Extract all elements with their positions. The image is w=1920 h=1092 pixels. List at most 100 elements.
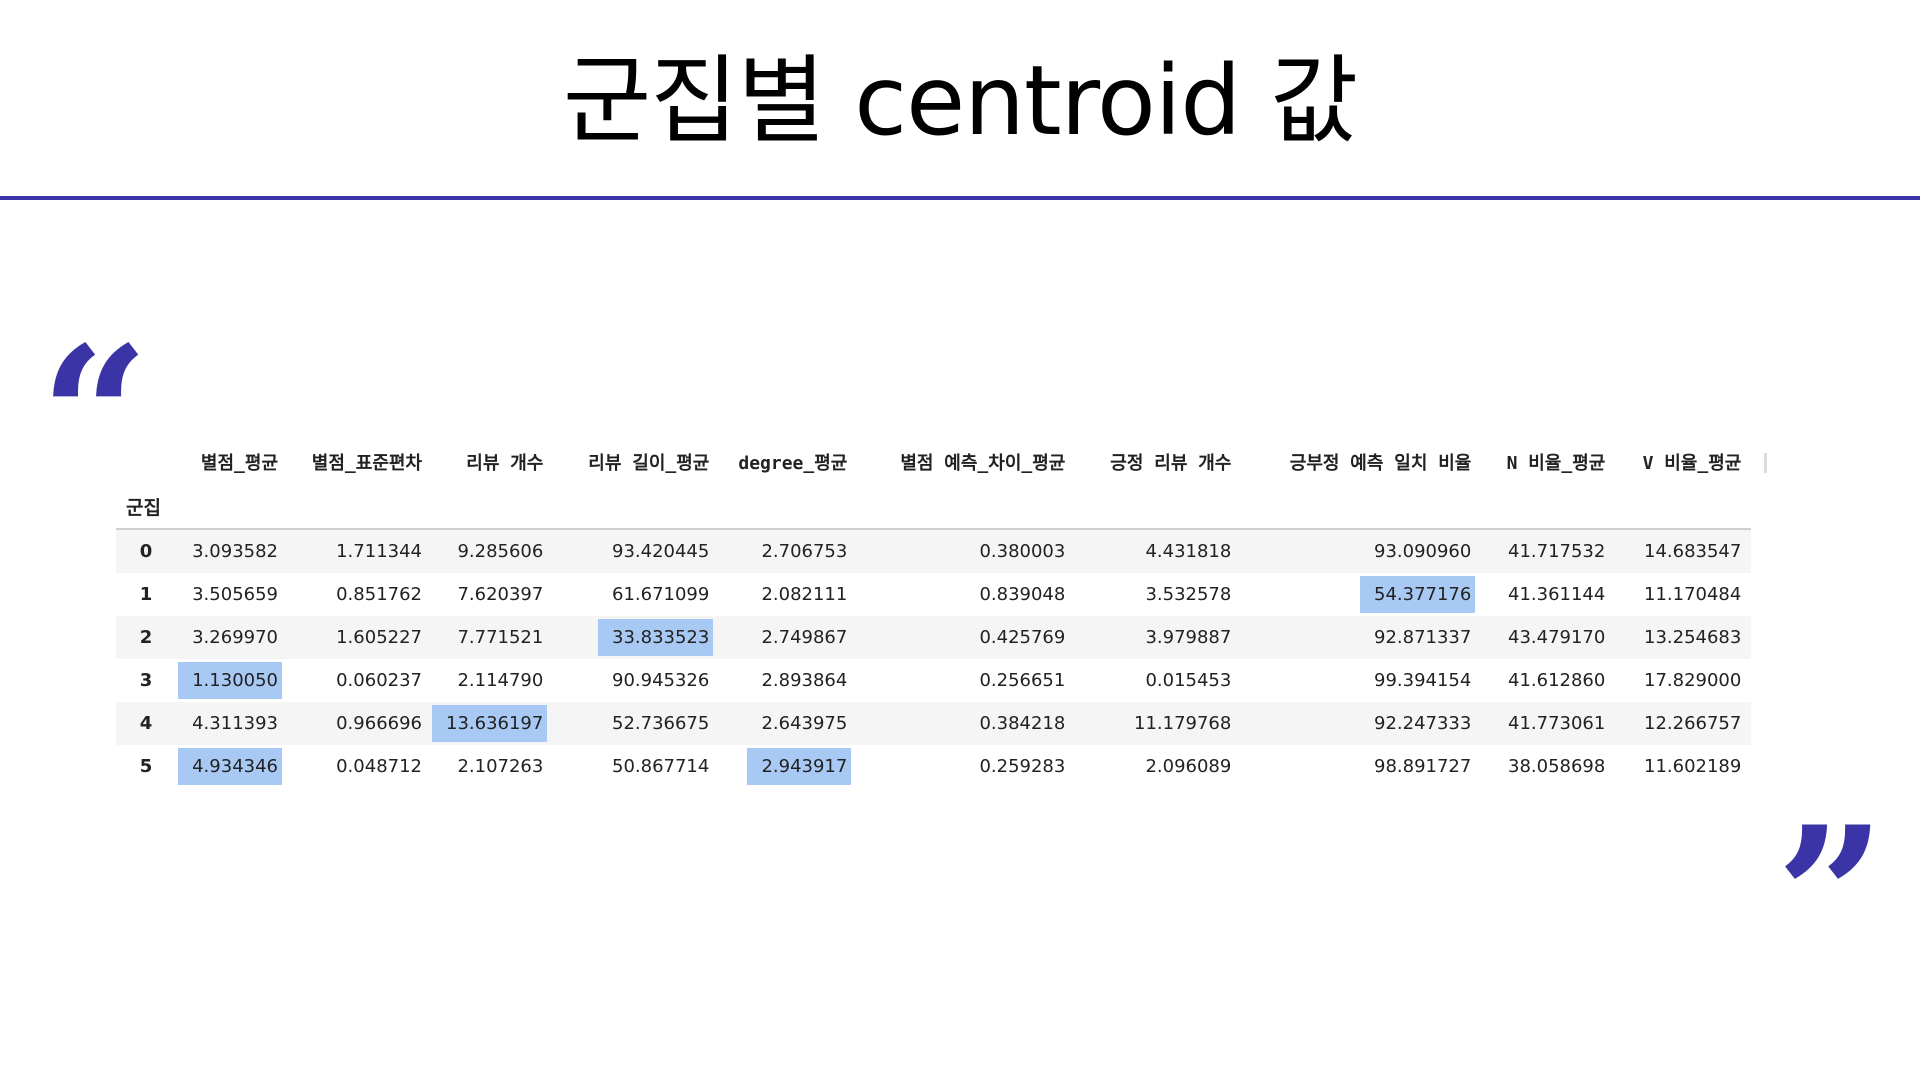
close-quote-icon: ” [1776, 785, 1886, 1008]
table-cell: 2.943917 [719, 745, 857, 788]
cell-value: 2.893864 [761, 670, 848, 691]
table-cell: 93.420445 [553, 529, 719, 573]
cell-value: 2.114790 [457, 670, 544, 691]
cell-value: 0.015453 [1145, 670, 1232, 691]
cell-value: 98.891727 [1374, 756, 1472, 777]
cell-value: 0.048712 [336, 756, 422, 777]
table-cell: 41.717532 [1481, 529, 1615, 573]
cell-value: 93.420445 [612, 541, 710, 562]
table-cell: 41.361144 [1481, 573, 1615, 616]
table-cell: 2.643975 [719, 702, 857, 745]
column-header: 긍정 리뷰 개수 [1110, 453, 1232, 474]
table-row: 1 3.505659 0.851762 7.620397 61.671099 2.0821… [116, 573, 1752, 616]
cell-value: 13.254683 [1644, 627, 1742, 648]
title-divider [0, 196, 1920, 200]
table-cell: 0.015453 [1075, 659, 1241, 702]
table-cell: 11.602189 [1615, 745, 1751, 788]
table-cell: 3.532578 [1075, 573, 1241, 616]
table-cell: 0.048712 [288, 745, 432, 788]
table-cell: 38.058698 [1481, 745, 1615, 788]
table-cell: 54.377176 [1241, 573, 1481, 616]
cell-value: 90.945326 [612, 670, 710, 691]
cell-value: 11.602189 [1644, 756, 1742, 777]
table-cell: 0.060237 [288, 659, 432, 702]
table-cell: 2.893864 [719, 659, 857, 702]
highlighted-value: 33.833523 [598, 619, 714, 656]
cell-value: 2.643975 [761, 713, 848, 734]
table-cell: 2.082111 [719, 573, 857, 616]
table-cell: 92.247333 [1241, 702, 1481, 745]
cell-value: 14.683547 [1644, 541, 1742, 562]
cell-value: 1.711344 [336, 541, 422, 562]
column-header-row: 별점_평균 별점_표준편차 리뷰 개수 리뷰 길이_평균 degree_평균 별점 예측_… [116, 440, 1751, 484]
table-cell: 99.394154 [1241, 659, 1481, 702]
table-cell: 0.839048 [857, 573, 1075, 616]
table-row: 5 4.934346 0.048712 2.107263 50.867714 2.9439… [116, 745, 1752, 788]
cell-value: 50.867714 [612, 756, 710, 777]
column-header: degree_평균 [738, 453, 848, 474]
cell-value: 3.093582 [192, 541, 278, 562]
table-cell: 0.380003 [857, 529, 1075, 573]
cell-value: 2.749867 [761, 627, 848, 648]
table-cell: 3.505659 [176, 573, 288, 616]
cell-value: 3.505659 [192, 584, 278, 605]
table-cell: 17.829000 [1615, 659, 1751, 702]
cell-value: 7.771521 [457, 627, 544, 648]
table-cell: 0.256651 [857, 659, 1075, 702]
table-cell: 90.945326 [553, 659, 719, 702]
table-row: 0 3.093582 1.711344 9.285606 93.420445 2.7067… [116, 529, 1752, 573]
table-cell: 3.979887 [1075, 616, 1241, 659]
table-cell: 0.966696 [288, 702, 432, 745]
cell-value: 41.717532 [1508, 541, 1606, 562]
table-cell: 2.096089 [1075, 745, 1241, 788]
table-cell: 1.130050 [176, 659, 288, 702]
cell-value: 2.082111 [761, 584, 848, 605]
cell-value: 17.829000 [1644, 670, 1742, 691]
table-cell: 2.107263 [432, 745, 553, 788]
cell-value: 0.060237 [336, 670, 422, 691]
cell-value: 41.773061 [1508, 713, 1606, 734]
highlighted-value: 2.943917 [747, 748, 852, 785]
cell-value: 0.839048 [979, 584, 1066, 605]
table-cell: 0.259283 [857, 745, 1075, 788]
cell-value: 3.979887 [1145, 627, 1232, 648]
table-cell: 0.384218 [857, 702, 1075, 745]
row-index: 2 [139, 627, 153, 648]
cell-value: 52.736675 [612, 713, 710, 734]
cell-value: 7.620397 [457, 584, 544, 605]
cell-value: 0.425769 [979, 627, 1066, 648]
table-cell: 4.311393 [176, 702, 288, 745]
table-cell: 2.749867 [719, 616, 857, 659]
column-header: 별점 예측_차이_평균 [900, 453, 1066, 474]
truncated-column-edge [1764, 453, 1767, 473]
column-header: 별점_평균 [200, 453, 278, 474]
row-index: 5 [139, 756, 153, 777]
index-name-label: 군집 [116, 484, 1752, 530]
table-cell: 3.269970 [176, 616, 288, 659]
corner-cell [116, 440, 176, 484]
cell-value: 92.871337 [1374, 627, 1472, 648]
cell-value: 11.170484 [1644, 584, 1742, 605]
highlighted-value: 13.636197 [432, 705, 548, 742]
row-index: 4 [139, 713, 153, 734]
table-cell: 33.833523 [553, 616, 719, 659]
cell-value: 0.259283 [979, 756, 1066, 777]
column-header: 리뷰 길이_평균 [588, 453, 710, 474]
table-cell: 11.170484 [1615, 573, 1751, 616]
column-header: 리뷰 개수 [466, 453, 544, 474]
cell-value: 0.384218 [979, 713, 1066, 734]
slide-title: 군집별 centroid 값 [562, 45, 1358, 157]
row-index: 0 [139, 541, 153, 562]
table-cell: 2.706753 [719, 529, 857, 573]
table-cell: 7.771521 [432, 616, 553, 659]
table-cell: 0.425769 [857, 616, 1075, 659]
table-row: 3 1.130050 0.060237 2.114790 90.945326 2.8938… [116, 659, 1752, 702]
table-cell: 13.254683 [1615, 616, 1751, 659]
column-header: 긍부정 예측 일치 비율 [1289, 453, 1472, 474]
table-cell: 98.891727 [1241, 745, 1481, 788]
open-quote-icon: “ [40, 305, 150, 528]
table-cell: 61.671099 [553, 573, 719, 616]
table-row: 2 3.269970 1.605227 7.771521 33.833523 2.7498… [116, 616, 1752, 659]
highlighted-value: 54.377176 [1360, 576, 1476, 613]
table-cell: 41.612860 [1481, 659, 1615, 702]
